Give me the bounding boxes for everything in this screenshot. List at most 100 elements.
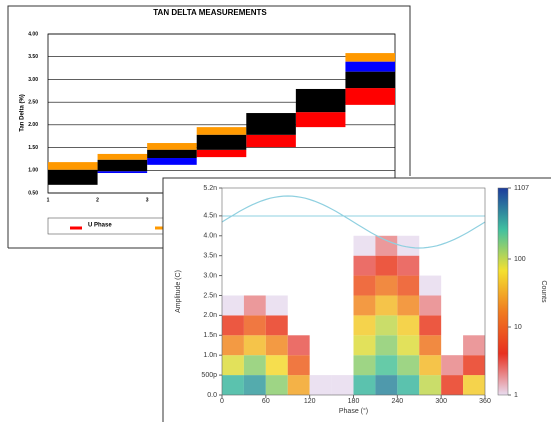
heat-cell: [265, 355, 288, 376]
heat-cell: [441, 375, 464, 395]
bar-segment: [48, 169, 98, 185]
bar-segment: [97, 153, 148, 160]
heat-cell: [353, 335, 376, 356]
bar-segment: [196, 149, 247, 158]
colorbar: [497, 187, 509, 396]
heat-cell: [463, 335, 485, 356]
colorbar-tick-label: 1107: [514, 185, 529, 192]
colorbar-tick-label: 100: [514, 256, 526, 263]
y-tick-label: 3.50: [28, 54, 38, 60]
heat-cell: [265, 315, 288, 336]
x-tick-label: 2: [96, 197, 99, 203]
x-tick-label: 3: [146, 197, 149, 203]
colorbar-title: Counts: [540, 280, 547, 303]
y-tick-label: 1.5n: [203, 332, 217, 339]
x-tick-label: 0: [220, 398, 224, 405]
colorbar-tick-label: 1: [514, 392, 518, 399]
panel-frame: [7, 5, 411, 248]
x-tick-label: 60: [262, 398, 270, 405]
x-axis-title: Phase (°): [339, 407, 368, 415]
bar-segment: [97, 171, 148, 174]
x-tick-label: 240: [391, 398, 403, 405]
y-tick-label: 0.50: [28, 190, 38, 196]
heat-cell: [309, 375, 332, 395]
y-tick-label: 3.00: [28, 77, 38, 83]
bar-segment: [147, 158, 197, 165]
heat-cell: [397, 235, 420, 256]
heat-cell: [243, 295, 266, 316]
heat-cell: [243, 375, 266, 395]
bar-segment: [246, 113, 296, 135]
bar-segment: [345, 61, 395, 72]
heat-cell: [222, 295, 244, 316]
y-tick-label: 2.50: [28, 99, 38, 105]
heat-cell: [265, 335, 288, 356]
reference-sine: [221, 195, 486, 249]
heat-cell: [287, 355, 310, 376]
y-tick-label: 500p: [201, 372, 217, 379]
heat-cell: [353, 295, 376, 316]
heat-cell: [441, 355, 464, 376]
y-tick-label: 2.5n: [203, 292, 217, 299]
heat-cell: [353, 235, 376, 256]
y-tick-label: 5.2n: [203, 185, 217, 192]
x-tick-label: 360: [479, 398, 491, 405]
heat-cell: [419, 355, 442, 376]
heat-cell: [287, 335, 310, 356]
heat-cell: [419, 315, 442, 336]
y-tick-label: 4.00: [28, 31, 38, 37]
heat-cell: [397, 335, 420, 356]
chart-title: TAN DELTA MEASUREMENTS: [153, 8, 267, 17]
colorbar-tick-label: 10: [514, 324, 522, 331]
heat-cell: [397, 275, 420, 296]
heat-cell: [353, 375, 376, 395]
heat-cell: [375, 375, 398, 395]
y-axis-title: Amplitude (C): [175, 270, 182, 313]
y-axis-title: Tan Delta (%): [20, 94, 26, 132]
heat-cell: [243, 335, 266, 356]
heat-cell: [222, 355, 244, 376]
bar-segment: [295, 112, 346, 128]
y-tick-label: 4.0n: [203, 233, 217, 240]
heat-cell: [331, 375, 354, 395]
x-tick-label: 180: [348, 398, 360, 405]
y-tick-label: 3.5n: [203, 253, 217, 260]
heat-cell: [397, 315, 420, 336]
y-tick-label: 2.0n: [203, 312, 217, 319]
bar-segment: [147, 149, 197, 159]
heat-cell: [265, 295, 288, 316]
bar-segment: [295, 88, 346, 113]
bar-segment: [48, 162, 98, 170]
heat-cell: [397, 295, 420, 316]
bar-segment: [196, 127, 247, 135]
heat-cell: [353, 315, 376, 336]
bar-segment: [246, 134, 296, 148]
x-tick-label: 120: [304, 398, 316, 405]
heat-cell: [287, 375, 310, 395]
x-tick-label: 1: [47, 197, 50, 203]
heat-cell: [375, 335, 398, 356]
bar-segment: [97, 159, 148, 172]
heat-cell: [419, 375, 442, 395]
y-tick-label: 0.0: [207, 392, 217, 399]
y-tick-label: 1.50: [28, 145, 38, 151]
bar-segment: [345, 71, 395, 89]
legend-label: U Phase: [88, 223, 112, 229]
heat-cell: [375, 255, 398, 276]
y-tick-label: 1.00: [28, 168, 38, 174]
bar-segment: [345, 53, 395, 62]
y-tick-label: 2.00: [28, 122, 38, 128]
y-tick-label: 3.0n: [203, 272, 217, 279]
heat-cell: [353, 355, 376, 376]
heat-cell: [353, 275, 376, 296]
bar-segment: [196, 134, 247, 150]
heat-cell: [243, 315, 266, 336]
heat-cell: [419, 335, 442, 356]
y-tick-label: 1.0n: [203, 352, 217, 359]
heat-cell: [397, 375, 420, 395]
heat-cell: [375, 315, 398, 336]
heat-cell: [222, 335, 244, 356]
heat-cell: [419, 295, 442, 316]
